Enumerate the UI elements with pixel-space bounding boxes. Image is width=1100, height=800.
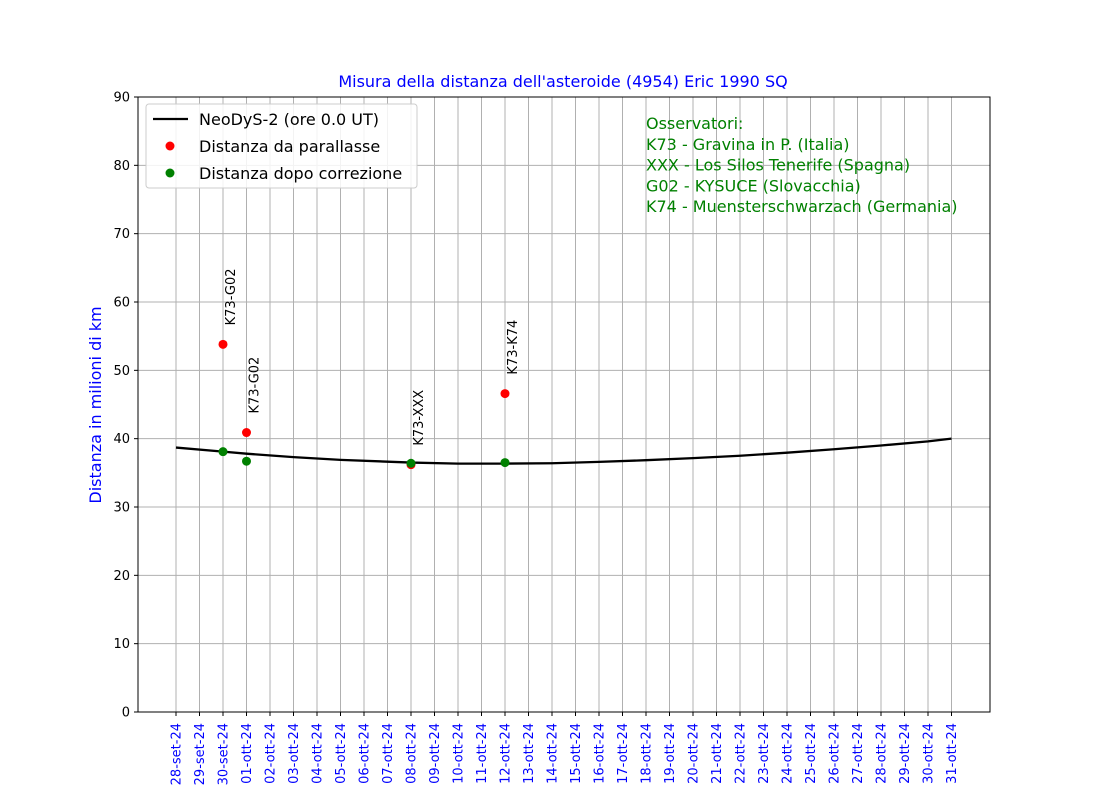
data-label: K73-K74 xyxy=(506,320,521,375)
y-tick-label: 90 xyxy=(113,91,130,106)
x-tick-label: 18-ott-24 xyxy=(640,723,655,784)
x-tick-label: 06-ott-24 xyxy=(358,723,373,784)
x-tick-label: 29-set-24 xyxy=(193,723,208,785)
x-tick-label: 30-ott-24 xyxy=(922,723,937,784)
x-tick-label: 24-ott-24 xyxy=(781,723,796,784)
x-tick-label: 27-ott-24 xyxy=(851,723,866,784)
x-tick-label: 25-ott-24 xyxy=(804,723,819,784)
x-tick-label: 11-ott-24 xyxy=(475,723,490,784)
x-tick-label: 29-ott-24 xyxy=(898,723,913,784)
x-tick-label: 28-set-24 xyxy=(170,723,185,785)
point-labels: K73-G02 K73-G02 K73-XXX K73-K74 xyxy=(224,269,521,446)
legend-label: Distanza da parallasse xyxy=(199,137,380,156)
data-point xyxy=(242,456,251,466)
chart-title: Misura della distanza dell'asteroide (49… xyxy=(338,72,787,91)
annotation-line: K73 - Gravina in P. (Italia) xyxy=(646,135,850,154)
x-tick-label: 07-ott-24 xyxy=(381,723,396,784)
x-tick-label: 28-ott-24 xyxy=(875,723,890,784)
legend-label: Distanza dopo correzione xyxy=(199,164,402,183)
annotation-line: XXX - Los Silos Tenerife (Spagna) xyxy=(646,156,910,175)
annotation-line: Osservatori: xyxy=(646,114,743,133)
x-tick-label: 13-ott-24 xyxy=(522,723,537,784)
y-tick-label: 70 xyxy=(113,227,130,242)
legend-label: NeoDyS-2 (ore 0.0 UT) xyxy=(199,110,379,129)
y-tick-label: 30 xyxy=(113,501,130,516)
series-line xyxy=(175,437,952,465)
y-tick-label: 60 xyxy=(113,296,130,311)
plot-area-frame xyxy=(137,96,991,713)
y-axis-label: Distanza in milioni di km xyxy=(86,306,105,503)
y-axis-ticks: 0 10 20 30 40 50 60 70 80 90 xyxy=(113,91,138,721)
x-tick-label: 23-ott-24 xyxy=(757,723,772,784)
y-tick-label: 50 xyxy=(113,364,130,379)
data-label: K73-XXX xyxy=(412,390,427,446)
legend-swatch-marker xyxy=(165,141,175,151)
y-tick-label: 20 xyxy=(113,569,130,584)
y-tick-label: 80 xyxy=(113,159,130,174)
y-tick-label: 40 xyxy=(113,432,130,447)
x-tick-label: 16-ott-24 xyxy=(593,723,608,784)
legend-box xyxy=(145,103,418,189)
data-point xyxy=(218,447,228,457)
x-tick-label: 08-ott-24 xyxy=(405,723,420,784)
x-tick-label: 30-set-24 xyxy=(217,723,232,785)
x-tick-label: 09-ott-24 xyxy=(428,723,443,784)
x-tick-label: 14-ott-24 xyxy=(546,723,561,784)
legend: NeoDyS-2 (ore 0.0 UT) Distanza da paralla… xyxy=(145,103,418,189)
data-point xyxy=(500,389,510,399)
x-tick-label: 19-ott-24 xyxy=(663,723,678,784)
x-axis-ticks: 28-set-24 29-set-24 30-set-24 01-ott-24 02-o… xyxy=(170,712,960,785)
grid xyxy=(138,96,990,713)
x-tick-label: 05-ott-24 xyxy=(334,723,349,784)
observers-annotation: Osservatori: K73 - Gravina in P. (Italia)… xyxy=(646,114,958,216)
annotation-line: K74 - Muensterschwarzach (Germania) xyxy=(646,197,958,216)
x-tick-label: 31-ott-24 xyxy=(945,723,960,784)
x-tick-label: 01-ott-24 xyxy=(240,723,255,784)
legend-swatch-marker xyxy=(165,168,175,178)
data-point xyxy=(500,458,510,468)
y-tick-label: 10 xyxy=(113,637,130,652)
series-layer xyxy=(175,339,952,470)
data-point xyxy=(242,428,251,438)
data-label: K73-G02 xyxy=(248,357,263,414)
x-tick-label: 26-ott-24 xyxy=(828,723,843,784)
data-label: K73-G02 xyxy=(224,269,239,326)
x-tick-label: 22-ott-24 xyxy=(734,723,749,784)
y-tick-label: 0 xyxy=(122,706,130,721)
x-tick-label: 02-ott-24 xyxy=(264,723,279,784)
x-tick-label: 04-ott-24 xyxy=(311,723,326,784)
x-tick-label: 20-ott-24 xyxy=(687,723,702,784)
x-tick-label: 21-ott-24 xyxy=(710,723,725,784)
x-tick-label: 17-ott-24 xyxy=(616,723,631,784)
annotation-line: G02 - KYSUCE (Slovacchia) xyxy=(646,176,861,195)
x-tick-label: 03-ott-24 xyxy=(287,723,302,784)
data-point xyxy=(218,339,228,349)
x-tick-label: 15-ott-24 xyxy=(569,723,584,784)
x-tick-label: 10-ott-24 xyxy=(452,723,467,784)
x-tick-label: 12-ott-24 xyxy=(499,723,514,784)
data-point xyxy=(406,458,416,468)
